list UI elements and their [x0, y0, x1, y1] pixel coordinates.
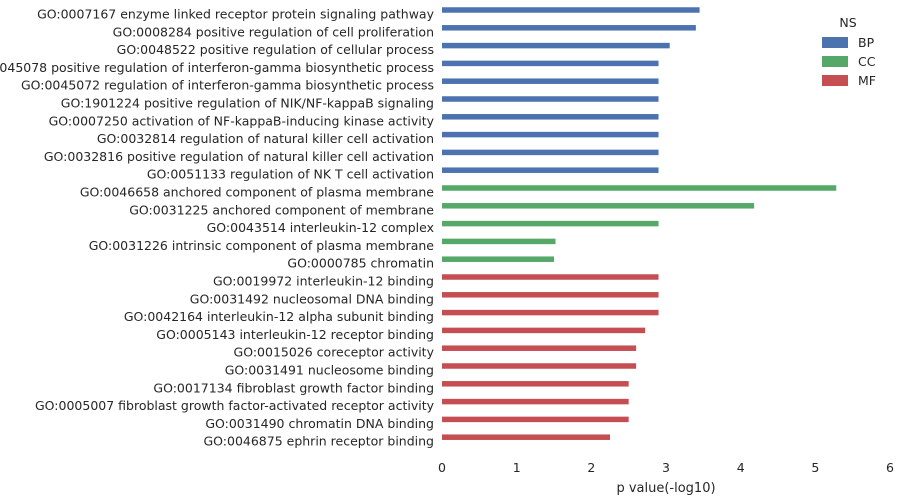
category-labels-group: GO:0007167 enzyme linked receptor protei…: [0, 7, 435, 449]
legend-label-bp: BP: [858, 35, 875, 50]
bar-cc: [442, 238, 556, 245]
legend-title: NS: [839, 15, 856, 30]
bar-mf: [442, 274, 659, 280]
category-label: GO:0048522 positive regulation of cellul…: [117, 42, 434, 57]
category-label: GO:0015026 coreceptor activity: [234, 345, 435, 360]
x-axis-ticks-group: 0 1 2 3 4 5 6: [438, 460, 894, 475]
bar-bp: [442, 42, 670, 49]
bar-mf: [442, 381, 629, 387]
legend-swatch-cc: [822, 56, 848, 67]
category-label: GO:0045078 positive regulation of interf…: [0, 60, 434, 75]
legend-entries: BP CC MF: [822, 35, 876, 88]
bar-bp: [442, 149, 659, 156]
bar-bp: [442, 114, 659, 120]
bar-bp: [442, 60, 659, 67]
category-label: GO:0042164 interleukin-12 alpha subunit …: [124, 309, 434, 324]
bar-mf: [442, 434, 610, 440]
bar-mf: [442, 292, 659, 298]
category-label: GO:0005007 fibroblast growth factor-acti…: [35, 398, 435, 413]
x-tick-label: 4: [737, 460, 745, 475]
category-label: GO:0019972 interleukin-12 binding: [213, 274, 434, 289]
x-tick-label: 5: [811, 460, 819, 475]
bar-cc: [442, 256, 554, 262]
category-label: GO:0000785 chromatin: [287, 256, 434, 271]
category-label: GO:0005143 interleukin-12 receptor bindi…: [156, 327, 434, 342]
x-tick-label: 0: [438, 460, 446, 475]
category-label: GO:0008284 positive regulation of cell p…: [113, 24, 434, 39]
category-label: GO:0046875 ephrin receptor binding: [203, 434, 434, 449]
category-label: GO:1901224 positive regulation of NIK/NF…: [61, 96, 434, 111]
category-label: GO:0032814 regulation of natural killer …: [97, 131, 434, 146]
bar-cc: [442, 203, 755, 209]
bar-mf: [442, 345, 637, 351]
bar-bp: [442, 167, 659, 173]
x-tick-label: 6: [886, 460, 894, 475]
bar-bp: [442, 131, 659, 138]
legend: NS BP CC MF: [822, 15, 876, 88]
bar-mf: [442, 363, 637, 369]
legend-swatch-mf: [822, 75, 848, 86]
category-label: GO:0045072 regulation of interferon-gamm…: [21, 78, 434, 93]
category-label: GO:0031491 nucleosome binding: [225, 363, 434, 378]
bar-cc: [442, 220, 659, 227]
bar-bp: [442, 25, 696, 31]
legend-swatch-bp: [822, 37, 848, 48]
x-tick-label: 2: [587, 460, 595, 475]
bar-mf: [442, 309, 659, 316]
category-label: GO:0043514 interleukin-12 complex: [207, 220, 434, 235]
bar-bp: [442, 78, 659, 84]
bar-mf: [442, 398, 629, 405]
category-label: GO:0031492 nucleosomal DNA binding: [190, 291, 434, 306]
legend-label-cc: CC: [858, 54, 876, 69]
x-axis-title: p value(-log10): [616, 481, 715, 496]
category-label: GO:0032816 positive regulation of natura…: [44, 149, 434, 164]
bars-group: [442, 7, 837, 440]
bar-bp: [442, 96, 659, 102]
category-label: GO:0017134 fibroblast growth factor bind…: [153, 380, 434, 395]
category-label: GO:0031490 chromatin DNA binding: [205, 416, 434, 431]
category-label: GO:0007250 activation of NF-kappaB-induc…: [49, 113, 435, 128]
bar-bp: [442, 7, 700, 13]
category-label: GO:0031226 intrinsic component of plasma…: [89, 238, 435, 253]
category-label: GO:0007167 enzyme linked receptor protei…: [37, 7, 435, 22]
category-label: GO:0051133 regulation of NK T cell activ…: [147, 167, 434, 182]
bar-cc: [442, 185, 837, 191]
category-label: GO:0046658 anchored component of plasma …: [80, 185, 434, 200]
category-label: GO:0031225 anchored component of membran…: [129, 202, 434, 217]
bar-mf: [442, 327, 646, 334]
bar-mf: [442, 416, 629, 423]
legend-label-mf: MF: [858, 73, 876, 88]
x-tick-label: 3: [662, 460, 670, 475]
x-tick-label: 1: [513, 460, 521, 475]
